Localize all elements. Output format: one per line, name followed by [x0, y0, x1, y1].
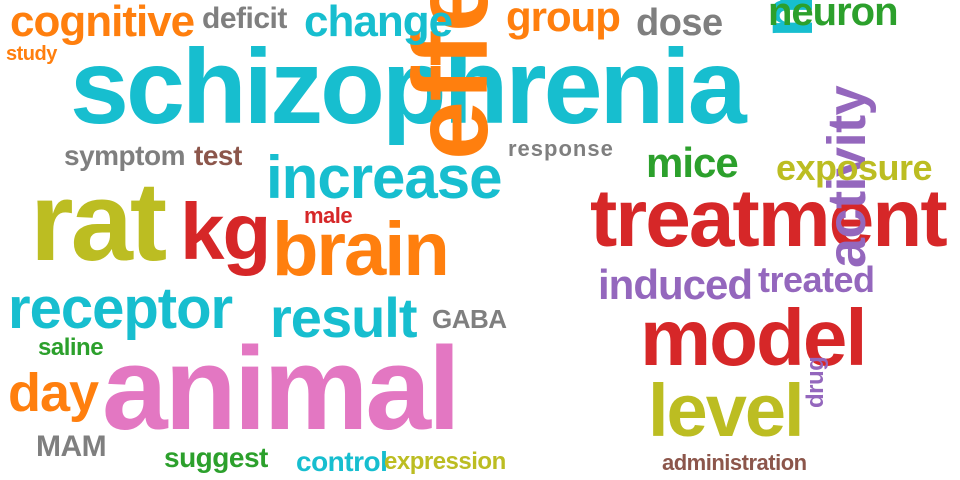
word-result: result — [270, 286, 417, 349]
word-study: study — [6, 43, 57, 65]
word-suggest: suggest — [164, 442, 268, 473]
word-expression: expression — [384, 448, 506, 475]
word-neuron: neuron — [768, 0, 899, 34]
word-level: level — [648, 369, 805, 452]
word-mice: mice — [646, 139, 739, 186]
word-animal: animal — [102, 323, 461, 455]
word-kg: kg — [180, 187, 271, 276]
word-deficit: deficit — [202, 2, 287, 35]
word-cognitive: cognitive — [10, 0, 195, 46]
word-model: model — [640, 293, 868, 382]
word-receptor: receptor — [8, 276, 233, 341]
word-rat: rat — [30, 159, 167, 284]
word-treatment: treatment — [590, 173, 948, 264]
word-saline: saline — [38, 334, 104, 361]
word-control: control — [296, 446, 388, 477]
word-exposure: exposure — [776, 147, 933, 188]
word-test: test — [194, 140, 242, 171]
word-increase: increase — [266, 144, 503, 211]
word-may: may — [0, 0, 11, 70]
word-symptom: symptom — [64, 140, 185, 171]
word-group: group — [506, 0, 621, 40]
word-schizophrenia: schizophrenia — [70, 28, 747, 146]
word-treated: treated — [758, 259, 875, 300]
word-response: response — [508, 136, 614, 161]
word-change: change — [304, 0, 453, 46]
word-administration: administration — [662, 450, 807, 475]
word-brain: brain — [272, 207, 450, 292]
word-induced: induced — [598, 261, 753, 308]
word-dose: dose — [636, 2, 723, 44]
word-gaba: GABA — [432, 304, 507, 334]
word-day: day — [8, 363, 99, 423]
word-mam: MAM — [36, 430, 107, 463]
word-drug: drug — [802, 356, 829, 408]
word-male: male — [304, 203, 353, 228]
